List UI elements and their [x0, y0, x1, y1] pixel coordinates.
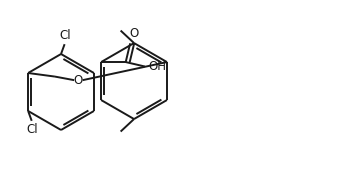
Text: O: O: [130, 27, 139, 40]
Text: Cl: Cl: [26, 123, 38, 136]
Text: OH: OH: [148, 60, 166, 73]
Text: Cl: Cl: [59, 29, 71, 42]
Text: O: O: [74, 74, 83, 87]
